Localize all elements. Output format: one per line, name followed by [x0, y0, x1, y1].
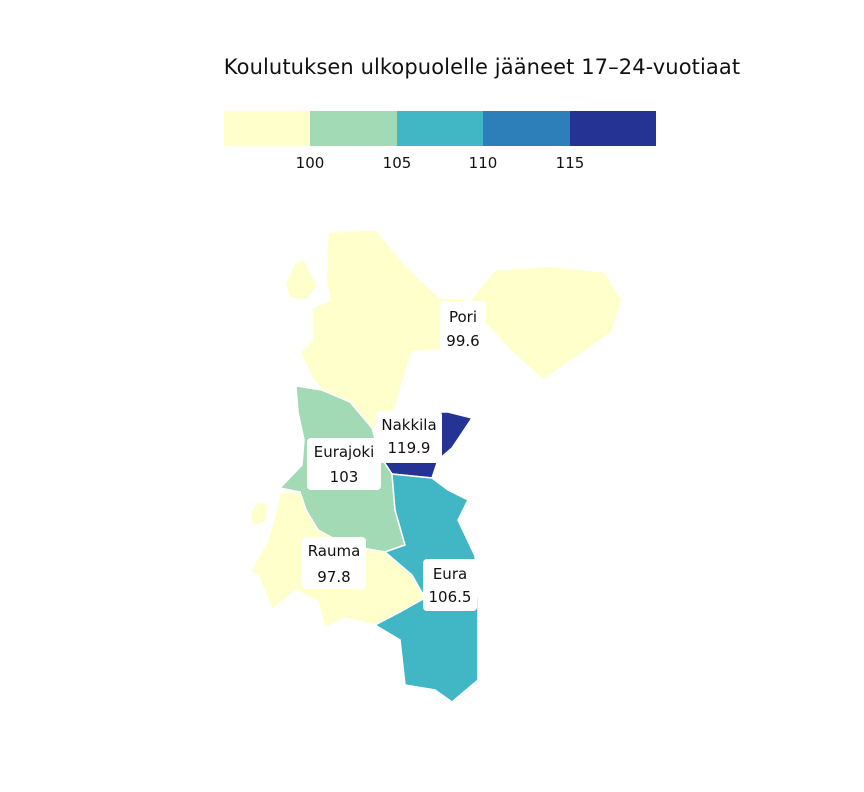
label-nakkila-name: Nakkila: [381, 416, 436, 434]
label-rauma-value: 97.8: [317, 568, 350, 586]
label-eurajoki-value: 103: [330, 468, 359, 486]
map-title: Koulutuksen ulkopuolelle jääneet 17–24-v…: [223, 55, 741, 79]
legend-swatch-2: [310, 111, 397, 146]
label-eura-name: Eura: [433, 565, 467, 583]
label-nakkila: Nakkila 119.9: [376, 411, 442, 463]
label-pori-name: Pori: [449, 308, 477, 326]
color-legend: [224, 111, 657, 146]
label-nakkila-value: 119.9: [388, 439, 431, 457]
label-eurajoki-name: Eurajoki: [314, 443, 375, 461]
legend-tick-1: 100: [295, 154, 325, 172]
legend-tick-4: 115: [555, 154, 585, 172]
label-eura-value: 106.5: [429, 588, 472, 606]
label-eura: Eura 106.5: [423, 559, 477, 611]
label-rauma: Rauma 97.8: [302, 537, 366, 589]
legend-swatch-4: [483, 111, 570, 146]
legend-swatch-1: [224, 111, 311, 146]
label-pori: Pori 99.6: [440, 301, 486, 353]
legend-swatch-3: [396, 111, 484, 146]
label-rauma-name: Rauma: [308, 542, 361, 560]
label-pori-value: 99.6: [446, 332, 479, 350]
legend-swatch-5: [569, 111, 657, 146]
legend-tick-3: 110: [468, 154, 498, 172]
legend-tick-2: 105: [382, 154, 412, 172]
label-eurajoki: Eurajoki 103: [307, 438, 381, 490]
